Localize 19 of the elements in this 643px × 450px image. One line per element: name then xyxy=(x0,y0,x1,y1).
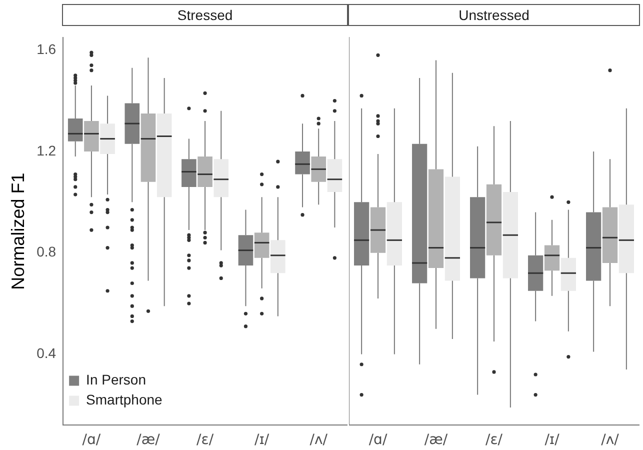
y-tick-label: 1.2 xyxy=(36,142,56,158)
x-tick-label: /ʌ/ xyxy=(601,432,620,448)
chart-title: Unstressed xyxy=(348,4,640,26)
x-tick-label: /ɛ/ xyxy=(485,432,503,448)
legend-label: Smartphone xyxy=(86,392,163,408)
y-tick-label: 1.6 xyxy=(36,40,56,57)
x-tick-label: /ɛ/ xyxy=(196,432,214,448)
x-tick-label: /ɪ/ xyxy=(254,432,270,448)
y-tick-label: 0.4 xyxy=(36,345,56,362)
x-tick-label: /æ/ xyxy=(424,432,448,448)
chart-title: Stressed xyxy=(62,4,348,26)
y-axis-title: Normalized F1 xyxy=(8,172,28,290)
legend-label: In Person xyxy=(86,372,146,388)
x-tick-label: /ɑ/ xyxy=(82,432,101,448)
x-tick-label: /ɪ/ xyxy=(544,432,560,448)
x-tick-label: /ɑ/ xyxy=(368,432,388,448)
x-tick-label: /æ/ xyxy=(136,432,160,448)
x-tick-label: /ʌ/ xyxy=(310,432,328,448)
y-tick-label: 0.8 xyxy=(36,244,56,260)
